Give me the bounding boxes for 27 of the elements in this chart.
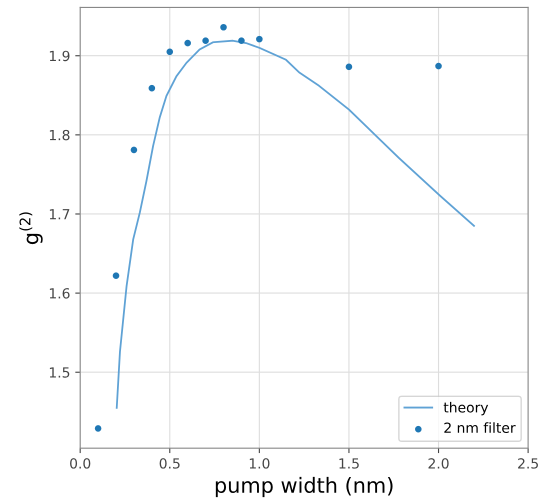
point [202,37,209,44]
legend-label: theory [444,402,488,416]
y-tick-label: 1.9 [50,50,70,62]
x-axis-title: pump width (nm) [216,476,393,498]
x-tick-label: 2.0 [428,458,449,469]
point [148,84,156,92]
x-tick-label: 1.5 [339,458,359,469]
point [238,37,245,44]
point [346,64,352,70]
x-tick-label: 0.5 [160,458,180,469]
y-tick-label: 1.6 [50,288,70,299]
point [130,146,138,154]
point [94,425,102,432]
y-tick-label: 1.7 [50,209,70,220]
x-tick-label: 1.0 [250,458,270,469]
y-tick-label: 1.5 [50,367,70,378]
legend-label: 2 nm filter [444,422,516,434]
x-tick-label: 2.5 [518,458,538,469]
x-tick-label: 0.0 [70,458,90,469]
point [256,36,263,42]
point [220,24,227,31]
point [112,272,120,279]
point [166,48,174,56]
y-axis-title: g$^{(2)}$ [19,212,43,244]
point [184,40,191,46]
point [435,62,442,70]
y-tick-label: 1.8 [50,130,70,140]
